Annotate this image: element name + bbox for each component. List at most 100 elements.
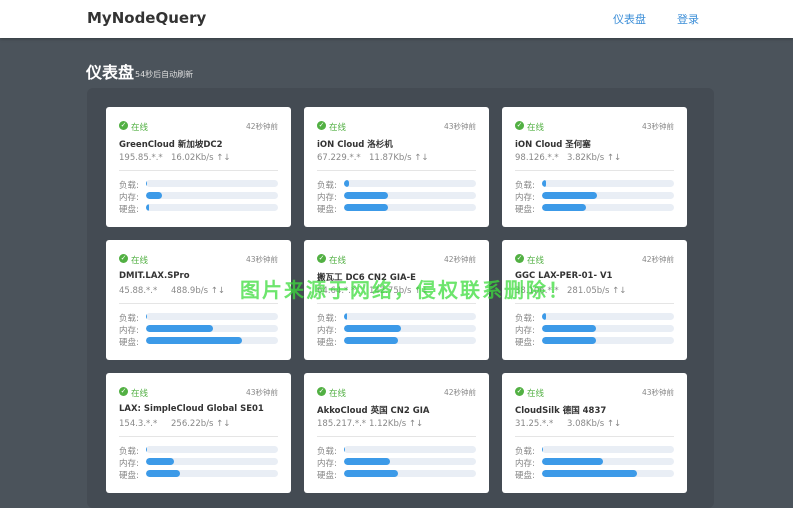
metric-bar: [344, 192, 388, 199]
metric-track: [542, 180, 674, 187]
status-icon: ✓: [515, 387, 524, 396]
metric-label: 硬盘:: [515, 471, 535, 481]
metric-label: 负载:: [515, 314, 535, 324]
metric-track: [344, 192, 476, 199]
metric-bar: [146, 446, 148, 453]
brand[interactable]: MyNodeQuery: [87, 9, 207, 27]
metric-track: [542, 204, 674, 211]
metric-label: 内存:: [119, 326, 139, 336]
metric-label: 内存:: [317, 326, 337, 336]
node-name: GreenCloud 新加坡DC2: [119, 140, 223, 150]
updated-time: 42秒钟前: [245, 122, 278, 131]
metric-bar: [146, 204, 149, 211]
metric-bar: [146, 180, 148, 187]
node-card[interactable]: ✓ 在线 43秒钟前 CloudSilk 德国 4837 31.25.*.* 3.08Kb…: [502, 373, 687, 493]
node-name: DMIT.LAX.SPro: [119, 271, 190, 281]
status: 在线: [527, 123, 545, 133]
node-ip: 45.88.*.*: [119, 286, 158, 296]
metric-track: [146, 337, 278, 344]
metric-bar: [542, 458, 603, 465]
node-speed: 3.82Kb/s ↑↓: [567, 153, 622, 163]
divider: [119, 303, 278, 304]
node-name: GGC LAX-PER-01- V1: [515, 271, 613, 281]
node-ip: 67.229.*.*: [317, 153, 361, 163]
node-speed: 1.12Kb/s ↑↓: [369, 419, 424, 429]
metric-label: 负载:: [317, 314, 337, 324]
node-card[interactable]: ✓ 在线 42秒钟前 GreenCloud 新加坡DC2 195.85.*.* 16.02…: [106, 107, 291, 227]
metric-track: [146, 180, 278, 187]
node-card[interactable]: ✓ 在线 42秒钟前 搬瓦工 DC6 CN2 GIA-E 64.64.*.* 142.75…: [304, 240, 489, 360]
node-ip: 98.126.*.*: [515, 153, 559, 163]
status-icon: ✓: [119, 387, 128, 396]
nav-link[interactable]: 登录: [677, 13, 699, 26]
metric-label: 内存:: [515, 193, 535, 203]
metric-track: [344, 180, 476, 187]
metric-bar: [542, 470, 638, 477]
metric-bar: [344, 337, 399, 344]
divider: [119, 436, 278, 437]
node-ip: 195.85.*.*: [119, 153, 163, 163]
node-card[interactable]: ✓ 在线 42秒钟前 AkkoCloud 英国 CN2 GIA 185.217.*.* 1…: [304, 373, 489, 493]
metric-bar: [146, 458, 174, 465]
node-card[interactable]: ✓ 在线 43秒钟前 DMIT.LAX.SPro 45.88.*.* 488.9b/s ↑…: [106, 240, 291, 360]
updated-time: 42秒钟前: [641, 255, 674, 264]
metric-label: 负载:: [119, 314, 139, 324]
metric-bar: [344, 470, 399, 477]
status: 在线: [131, 389, 149, 399]
metric-bar: [542, 180, 546, 187]
node-speed: 488.9b/s ↑↓: [171, 286, 225, 296]
metric-bar: [542, 313, 546, 320]
metric-track: [344, 470, 476, 477]
node-card[interactable]: ✓ 在线 42秒钟前 GGC LAX-PER-01- V1 38.106.*.* 281.…: [502, 240, 687, 360]
metric-label: 内存:: [119, 459, 139, 469]
metric-label: 硬盘:: [515, 205, 535, 215]
metric-label: 内存:: [515, 326, 535, 336]
node-name: iON Cloud 圣何塞: [515, 140, 591, 150]
metric-label: 内存:: [119, 193, 139, 203]
metric-bar: [344, 180, 350, 187]
metric-label: 内存:: [317, 459, 337, 469]
metric-track: [542, 337, 674, 344]
metric-label: 硬盘:: [317, 471, 337, 481]
metric-label: 硬盘:: [317, 338, 337, 348]
divider: [515, 170, 674, 171]
metric-bar: [542, 446, 544, 453]
metric-label: 硬盘:: [317, 205, 337, 215]
node-ip: 185.217.*.*: [317, 419, 367, 429]
node-name: 搬瓦工 DC6 CN2 GIA-E: [317, 273, 416, 283]
metric-bar: [146, 313, 148, 320]
node-card[interactable]: ✓ 在线 43秒钟前 LAX: SimpleCloud Global SE01 154.…: [106, 373, 291, 493]
status-icon: ✓: [317, 254, 326, 263]
metric-track: [146, 192, 278, 199]
divider: [317, 170, 476, 171]
metric-bar: [542, 325, 597, 332]
status: 在线: [131, 256, 149, 266]
metric-bar: [146, 325, 214, 332]
divider: [515, 436, 674, 437]
node-card[interactable]: ✓ 在线 43秒钟前 iON Cloud 洛杉机 67.229.*.* 11.87Kb/s…: [304, 107, 489, 227]
status-icon: ✓: [515, 254, 524, 263]
metric-bar: [146, 337, 243, 344]
metric-bar: [146, 470, 181, 477]
metric-bar: [344, 313, 347, 320]
metric-track: [344, 458, 476, 465]
metric-bar: [542, 192, 598, 199]
nav-link[interactable]: 仪表盘: [613, 13, 646, 26]
metric-label: 硬盘:: [119, 338, 139, 348]
updated-time: 43秒钟前: [245, 388, 278, 397]
node-ip: 154.3.*.*: [119, 419, 158, 429]
node-card[interactable]: ✓ 在线 43秒钟前 iON Cloud 圣何塞 98.126.*.* 3.82Kb/s …: [502, 107, 687, 227]
metric-bar: [146, 192, 162, 199]
divider: [317, 303, 476, 304]
metric-track: [146, 313, 278, 320]
page-title: 仪表盘: [86, 63, 135, 82]
metric-label: 硬盘:: [515, 338, 535, 348]
metric-track: [344, 446, 476, 453]
metric-track: [146, 458, 278, 465]
metric-track: [146, 446, 278, 453]
status: 在线: [329, 389, 347, 399]
status-icon: ✓: [317, 387, 326, 396]
node-speed: 11.87Kb/s ↑↓: [369, 153, 429, 163]
status: 在线: [131, 123, 149, 133]
